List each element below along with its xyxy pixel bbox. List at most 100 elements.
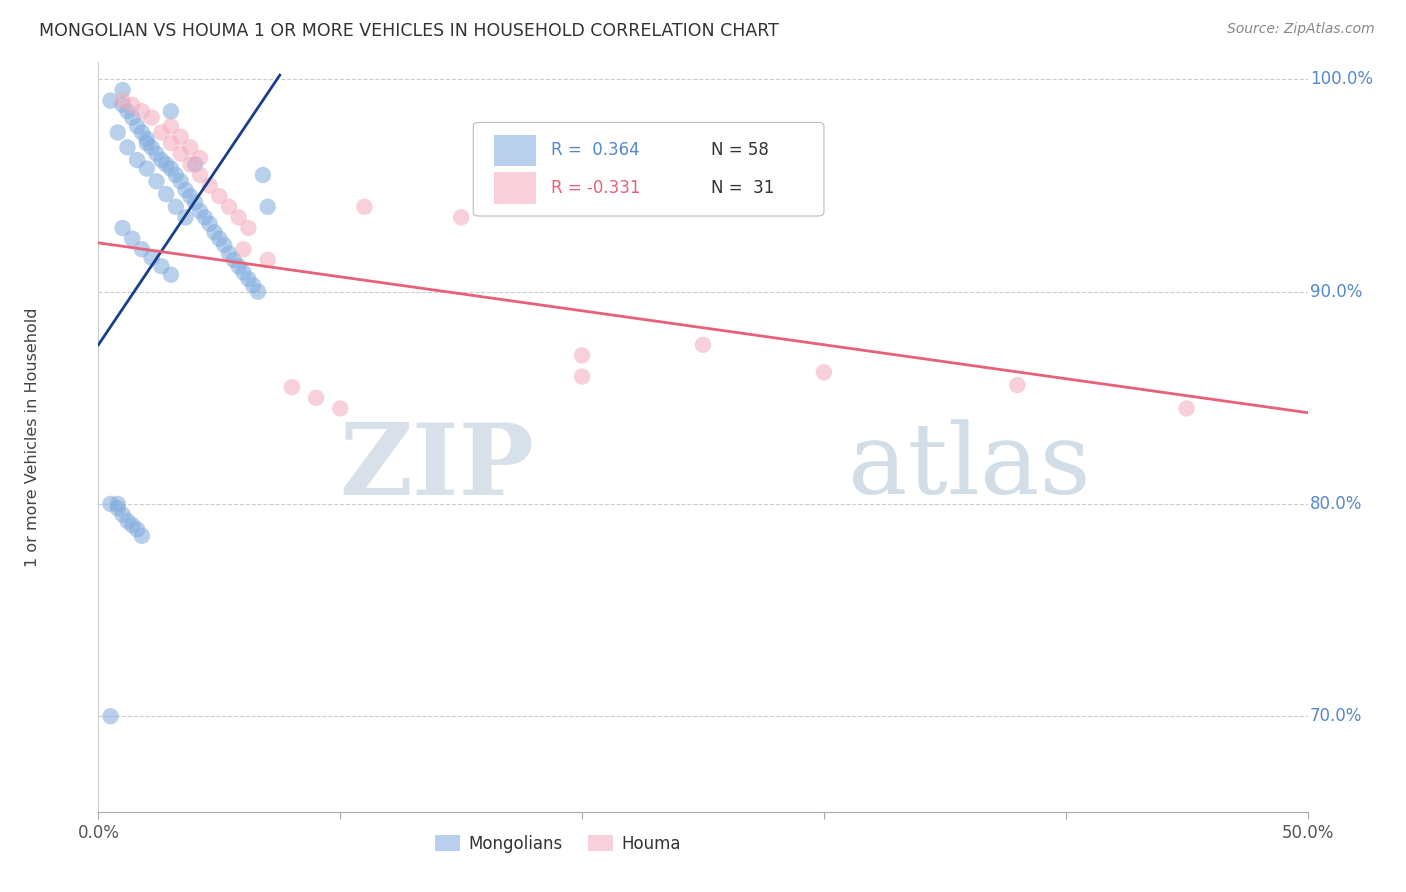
Point: [179, 157, 201, 171]
FancyBboxPatch shape: [474, 122, 824, 216]
Point: [218, 200, 240, 214]
Point: [141, 140, 163, 154]
Point: [169, 146, 191, 161]
Point: [1007, 378, 1029, 392]
Point: [107, 501, 129, 516]
Point: [238, 272, 260, 286]
Point: [188, 151, 211, 165]
Point: [107, 126, 129, 140]
Point: [111, 221, 134, 235]
Point: [218, 246, 240, 260]
Point: [198, 217, 221, 231]
Point: [117, 514, 139, 528]
Point: [155, 157, 177, 171]
Point: [571, 369, 593, 384]
Point: [1175, 401, 1198, 416]
Point: [121, 111, 143, 125]
Point: [165, 200, 187, 214]
Text: Source: ZipAtlas.com: Source: ZipAtlas.com: [1227, 22, 1375, 37]
Point: [232, 266, 254, 280]
Legend: Mongolians, Houma: Mongolians, Houma: [429, 829, 688, 860]
Point: [198, 178, 221, 193]
Point: [155, 187, 177, 202]
Point: [121, 232, 143, 246]
Point: [121, 518, 143, 533]
Text: 80.0%: 80.0%: [1310, 495, 1362, 513]
Point: [160, 119, 183, 133]
Point: [127, 153, 149, 167]
Point: [100, 94, 122, 108]
Point: [252, 168, 274, 182]
Point: [111, 98, 134, 112]
Point: [179, 189, 201, 203]
Point: [107, 497, 129, 511]
Point: [256, 252, 278, 267]
Point: [188, 168, 211, 182]
Point: [208, 232, 231, 246]
Point: [329, 401, 352, 416]
Point: [188, 204, 211, 219]
Point: [131, 126, 153, 140]
Point: [131, 104, 153, 119]
Point: [256, 200, 278, 214]
Point: [169, 129, 191, 144]
Point: [228, 259, 250, 273]
Point: [145, 146, 167, 161]
Point: [222, 252, 245, 267]
Point: [160, 268, 183, 282]
Point: [121, 98, 143, 112]
Text: ZIP: ZIP: [339, 418, 534, 516]
Point: [150, 259, 173, 273]
Point: [117, 140, 139, 154]
Point: [228, 211, 250, 225]
Point: [174, 183, 197, 197]
Text: MONGOLIAN VS HOUMA 1 OR MORE VEHICLES IN HOUSEHOLD CORRELATION CHART: MONGOLIAN VS HOUMA 1 OR MORE VEHICLES IN…: [39, 22, 779, 40]
Text: 100.0%: 100.0%: [1310, 70, 1374, 88]
Point: [145, 174, 167, 188]
Point: [208, 189, 231, 203]
Point: [571, 348, 593, 362]
Text: atlas: atlas: [848, 419, 1091, 515]
Point: [141, 111, 163, 125]
Point: [127, 119, 149, 133]
Point: [692, 337, 714, 351]
Text: 1 or more Vehicles in Household: 1 or more Vehicles in Household: [25, 308, 41, 566]
Point: [135, 161, 157, 176]
Point: [111, 83, 134, 97]
Text: N = 58: N = 58: [711, 141, 769, 160]
Point: [100, 709, 122, 723]
FancyBboxPatch shape: [494, 135, 536, 166]
Text: R = -0.331: R = -0.331: [551, 179, 640, 197]
Point: [194, 211, 217, 225]
Text: N =  31: N = 31: [711, 179, 775, 197]
Point: [247, 285, 270, 299]
Point: [141, 251, 163, 265]
Text: R =  0.364: R = 0.364: [551, 141, 640, 160]
Point: [204, 225, 226, 239]
Text: 90.0%: 90.0%: [1310, 283, 1362, 301]
Point: [281, 380, 304, 394]
Point: [169, 174, 191, 188]
Point: [160, 136, 183, 150]
Point: [450, 211, 472, 225]
Point: [160, 161, 183, 176]
Point: [111, 508, 134, 522]
Point: [100, 497, 122, 511]
Point: [160, 104, 183, 119]
Point: [150, 153, 173, 167]
Point: [238, 221, 260, 235]
Point: [184, 157, 207, 171]
Point: [131, 242, 153, 256]
Text: 70.0%: 70.0%: [1310, 707, 1362, 725]
Point: [174, 211, 197, 225]
Point: [232, 242, 254, 256]
Point: [150, 126, 173, 140]
Point: [127, 523, 149, 537]
Point: [305, 391, 328, 405]
Point: [165, 168, 187, 182]
Point: [131, 529, 153, 543]
Point: [353, 200, 375, 214]
Point: [111, 94, 134, 108]
Point: [179, 140, 201, 154]
FancyBboxPatch shape: [494, 172, 536, 204]
